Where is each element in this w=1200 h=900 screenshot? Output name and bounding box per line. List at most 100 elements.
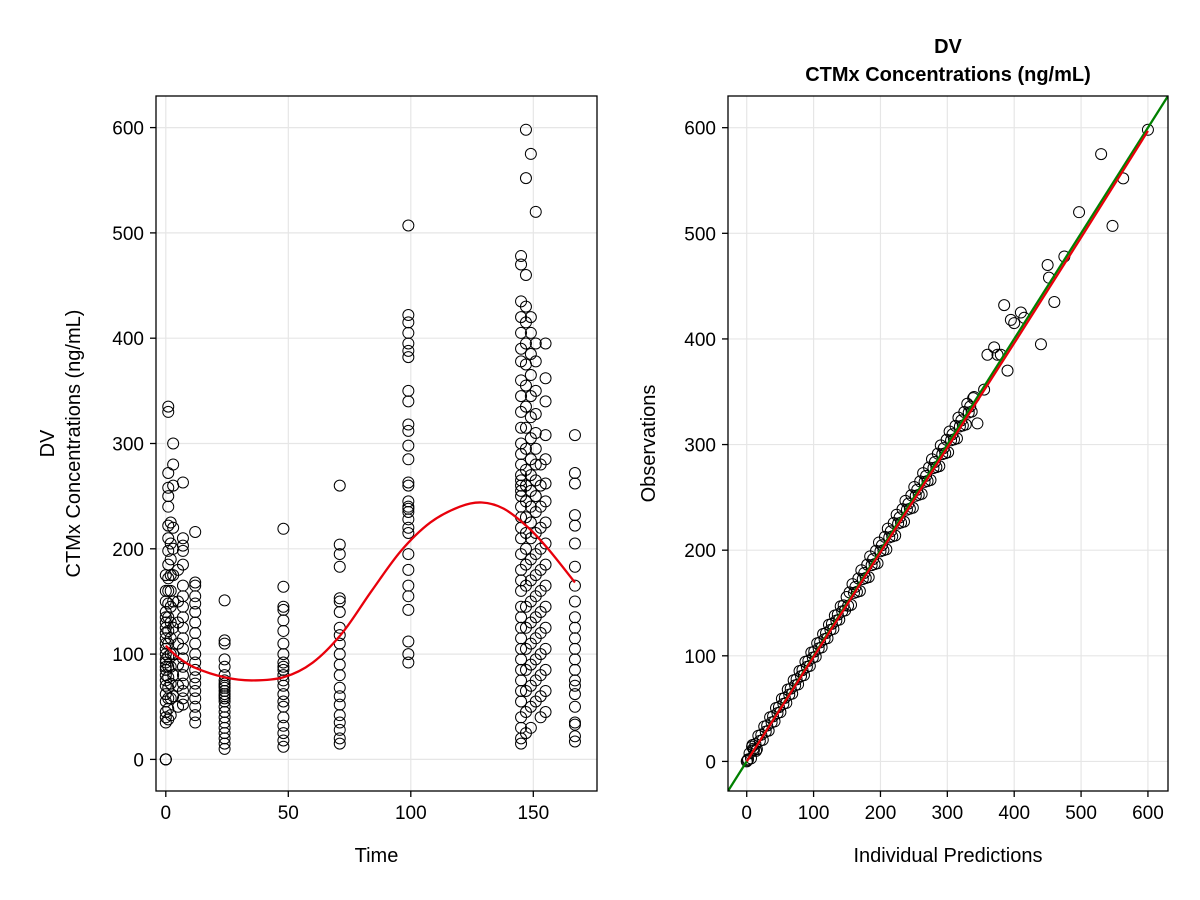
left-point	[402, 495, 415, 508]
left-point	[277, 600, 290, 613]
right-point	[1001, 364, 1014, 377]
right-xtick-label: 200	[865, 803, 897, 824]
left-point	[164, 648, 177, 661]
left-point	[539, 621, 552, 634]
right-point	[1141, 123, 1154, 136]
left-point	[277, 603, 290, 616]
left-point	[568, 611, 581, 624]
right-ytick-label: 300	[684, 436, 716, 457]
left-xtick-label: 150	[517, 803, 549, 824]
left-point	[529, 442, 542, 455]
left-point	[277, 700, 290, 713]
left-point	[277, 688, 290, 701]
left-point	[519, 300, 532, 313]
left-point	[167, 521, 180, 534]
left-point	[524, 347, 537, 360]
left-point	[539, 372, 552, 385]
left-point	[539, 495, 552, 508]
left-point	[333, 592, 346, 605]
left-point	[515, 326, 528, 339]
left-point	[277, 660, 290, 673]
left-point	[539, 337, 552, 350]
left-point	[333, 669, 346, 682]
right-point	[1008, 317, 1021, 330]
left-point	[402, 326, 415, 339]
left-ylabel-line2: CTMx Concentrations (ng/mL)	[63, 310, 85, 578]
left-ytick-label: 500	[112, 224, 144, 245]
left-xlabel: Time	[355, 845, 399, 867]
left-point	[529, 408, 542, 421]
left-point	[402, 351, 415, 364]
left-point	[277, 734, 290, 747]
left-point	[333, 538, 346, 551]
left-point	[164, 516, 177, 529]
left-point	[277, 656, 290, 669]
right-point	[741, 754, 754, 767]
right-xtick-label: 600	[1132, 803, 1164, 824]
left-ticks: 0 50 100 150 0 100 200 300 400 500 600	[112, 119, 549, 824]
right-ytick-label: 100	[684, 647, 716, 668]
left-xtick-label: 100	[395, 803, 427, 824]
left-point	[402, 453, 415, 466]
left-point	[402, 479, 415, 492]
left-point	[402, 395, 415, 408]
left-point	[539, 477, 552, 490]
left-point	[402, 500, 415, 513]
left-point	[519, 442, 532, 455]
right-point	[998, 299, 1011, 312]
left-point	[333, 548, 346, 561]
left-point	[519, 400, 532, 413]
right-ytick-label: 500	[684, 224, 716, 245]
left-point	[277, 663, 290, 676]
left-point	[176, 669, 189, 682]
right-plot-frame	[727, 95, 1169, 792]
right-point	[971, 417, 984, 430]
left-point	[515, 258, 528, 271]
left-point	[568, 632, 581, 645]
left-point	[519, 421, 532, 434]
left-point	[189, 671, 202, 684]
left-point	[402, 337, 415, 350]
right-xtick-label: 500	[1065, 803, 1097, 824]
left-point	[529, 458, 542, 471]
left-point	[162, 532, 175, 545]
right-title: DV	[934, 36, 962, 58]
left-point	[164, 677, 177, 690]
left-point	[277, 695, 290, 708]
left-point	[519, 542, 532, 555]
left-point	[176, 476, 189, 489]
left-point	[515, 674, 528, 687]
right-ytick-label: 0	[705, 752, 716, 773]
left-point	[539, 516, 552, 529]
left-point	[402, 648, 415, 661]
left-smooth-line	[164, 501, 576, 682]
left-point	[333, 605, 346, 618]
left-point	[568, 519, 581, 532]
left-point	[167, 648, 180, 661]
left-point	[402, 424, 415, 437]
right-ticks: 0 100 200 300 400 500 600 0 100 200 300 400 500 600	[684, 119, 1163, 824]
left-point	[167, 690, 180, 703]
left-point	[515, 250, 528, 263]
left-point	[189, 627, 202, 640]
left-point	[176, 579, 189, 592]
left-point	[333, 658, 346, 671]
left-point	[402, 635, 415, 648]
left-point	[515, 600, 528, 613]
left-point	[402, 579, 415, 592]
left-point	[167, 669, 180, 682]
right-point	[981, 348, 994, 361]
left-point	[402, 527, 415, 540]
left-point	[162, 490, 175, 503]
right-point	[1048, 295, 1061, 308]
left-point	[176, 698, 189, 711]
left-point	[515, 653, 528, 666]
left-point	[189, 684, 202, 697]
left-point	[568, 509, 581, 522]
left-point	[159, 753, 172, 766]
left-point	[515, 611, 528, 624]
right-point	[1004, 313, 1017, 326]
left-point	[524, 311, 537, 324]
left-ytick-label: 0	[133, 750, 144, 771]
